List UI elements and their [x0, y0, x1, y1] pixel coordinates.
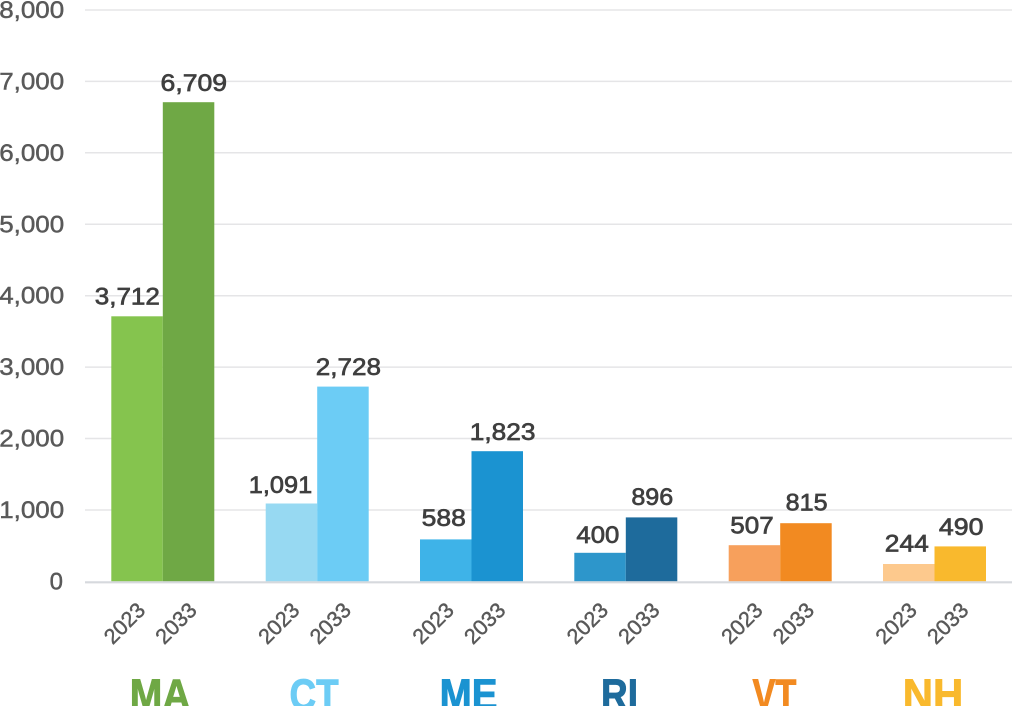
svg-text:VT: VT — [752, 672, 796, 707]
svg-text:400: 400 — [576, 522, 619, 549]
svg-text:8,000: 8,000 — [0, 0, 64, 24]
svg-text:7,000: 7,000 — [0, 68, 64, 95]
svg-text:3,000: 3,000 — [0, 354, 64, 381]
svg-text:5,000: 5,000 — [0, 211, 64, 238]
svg-text:MA: MA — [130, 672, 191, 707]
svg-text:6,000: 6,000 — [0, 140, 64, 167]
svg-text:RI: RI — [601, 672, 638, 707]
svg-text:3,712: 3,712 — [95, 283, 160, 310]
svg-text:4,000: 4,000 — [0, 283, 64, 310]
svg-text:815: 815 — [786, 490, 828, 517]
svg-text:490: 490 — [939, 514, 984, 541]
svg-text:1,823: 1,823 — [470, 419, 536, 446]
svg-text:2,728: 2,728 — [316, 354, 381, 381]
svg-text:896: 896 — [631, 484, 673, 511]
svg-text:6,709: 6,709 — [161, 70, 228, 97]
svg-text:NH: NH — [903, 672, 964, 707]
svg-text:ME: ME — [440, 672, 498, 707]
svg-text:1,000: 1,000 — [0, 497, 64, 524]
svg-text:2,000: 2,000 — [0, 426, 64, 453]
svg-text:CT: CT — [290, 672, 339, 707]
svg-text:507: 507 — [730, 512, 773, 539]
svg-text:0: 0 — [50, 568, 63, 595]
svg-text:588: 588 — [422, 505, 466, 532]
svg-text:1,091: 1,091 — [249, 472, 312, 499]
svg-text:244: 244 — [885, 530, 929, 557]
